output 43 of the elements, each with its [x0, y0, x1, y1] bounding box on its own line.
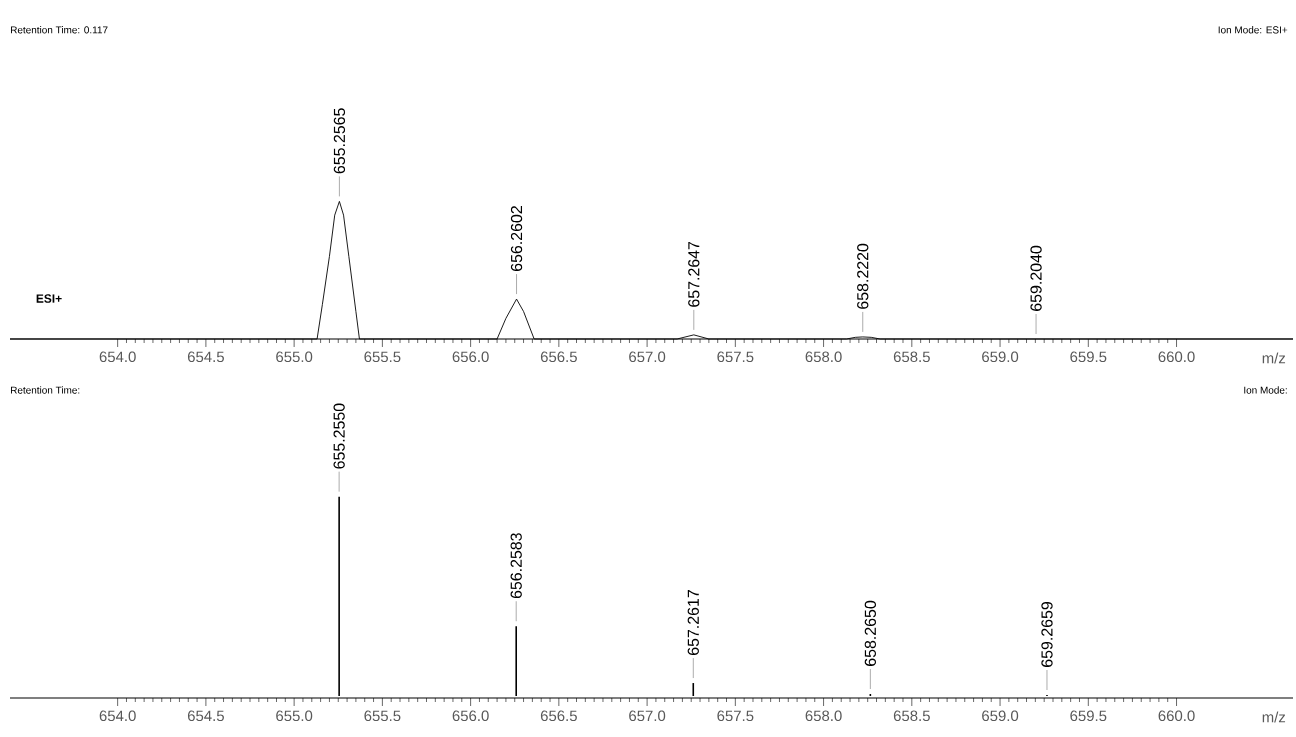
x-tick-label: 655.0 [276, 351, 313, 363]
x-tick-label: 657.0 [629, 710, 666, 722]
x-tick-label: 657.5 [717, 710, 754, 722]
text: Retention Time: [11, 386, 80, 394]
annotation: 659.2659 [1041, 601, 1053, 667]
x-tick-label: 656.5 [540, 351, 577, 363]
annotation: 659.2040 [1030, 245, 1042, 311]
x-axis-title: m/z [1262, 352, 1286, 364]
x-tick-label: 659.5 [1070, 351, 1107, 363]
x-tick-label: 656.0 [452, 351, 489, 363]
annotation: 658.2650 [864, 600, 876, 666]
x-tick-label: 658.5 [893, 710, 930, 722]
annotation: 657.2647 [688, 241, 700, 307]
x-tick-label: 655.0 [276, 710, 313, 722]
x-tick-label: 657.5 [717, 351, 754, 363]
x-tick-label: 659.0 [982, 351, 1019, 363]
x-tick-label: 657.0 [629, 351, 666, 363]
annotation: 655.2550 [333, 403, 345, 469]
x-tick-label: 656.0 [452, 710, 489, 722]
x-tick-label: 659.0 [982, 710, 1019, 722]
x-tick-label: 655.5 [364, 351, 401, 363]
x-tick-label: 660.0 [1158, 710, 1195, 722]
x-tick-label: 660.0 [1158, 351, 1195, 363]
x-tick-label: 658.0 [805, 710, 842, 722]
text: Retention Time: 0.117 [11, 26, 108, 34]
annotation: 656.2602 [510, 206, 523, 271]
annotation: ESI+ [36, 294, 62, 303]
x-tick-label: 658.5 [893, 351, 930, 363]
annotation: 657.2617 [687, 590, 699, 655]
x-tick-label: 654.5 [187, 710, 224, 722]
x-tick-label: 654.0 [99, 710, 136, 722]
annotation: 658.2220 [857, 243, 869, 309]
x-tick-label: 658.0 [805, 351, 842, 363]
annotation: 656.2583 [510, 533, 522, 599]
x-tick-label: 655.5 [364, 710, 401, 722]
x-tick-label: 654.5 [187, 351, 224, 363]
annotation: 655.2565 [333, 108, 346, 174]
x-tick-label: 659.5 [1070, 710, 1107, 722]
x-axis-title: m/z [1262, 711, 1286, 723]
x-tick-label: 654.0 [99, 351, 136, 363]
text: Ion Mode: ESI+ [1218, 26, 1288, 34]
text: Ion Mode: [1244, 386, 1287, 394]
x-tick-label: 656.5 [540, 710, 577, 722]
